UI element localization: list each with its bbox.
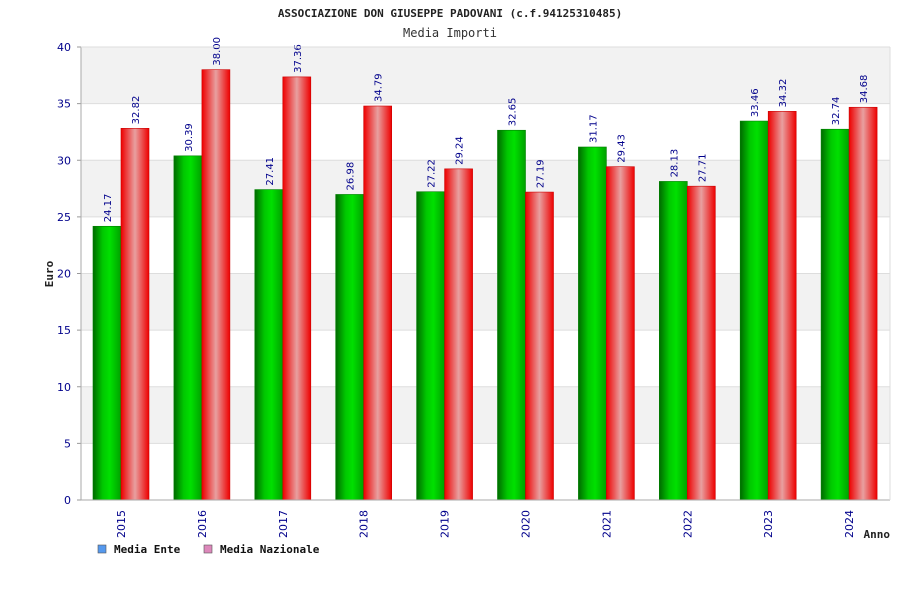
legend-swatch [97, 544, 107, 554]
bar-media-ente [254, 189, 284, 501]
data-label: 32.74 [831, 97, 842, 126]
data-label: 27.19 [536, 159, 547, 188]
data-label: 27.41 [265, 157, 276, 186]
bar-media-ente [820, 128, 850, 501]
bar-media-ente [739, 120, 769, 501]
x-tick-label: 2024 [843, 510, 856, 538]
data-label: 26.98 [346, 162, 357, 191]
bar-media-nazionale [363, 105, 393, 501]
data-label: 34.32 [778, 79, 789, 108]
data-label: 29.43 [616, 134, 627, 163]
y-tick-label: 30 [57, 154, 71, 167]
bar-media-nazionale [444, 168, 473, 501]
x-tick-label: 2023 [762, 510, 775, 538]
bar-media-nazionale [525, 191, 554, 501]
legend-label: Media Ente [114, 543, 181, 556]
bar-media-ente [173, 155, 203, 501]
y-axis-label: Euro [43, 260, 56, 287]
bar-media-nazionale [120, 128, 150, 501]
x-tick-label: 2017 [277, 510, 290, 538]
bar-media-nazionale [686, 185, 716, 501]
bar-media-ente [335, 194, 365, 501]
data-label: 31.17 [588, 114, 599, 143]
data-label: 30.39 [184, 123, 195, 152]
x-tick-label: 2021 [600, 510, 613, 538]
x-tick-label: 2018 [358, 510, 371, 538]
data-label: 34.79 [374, 73, 385, 102]
x-axis-label: Anno [864, 528, 891, 541]
x-tick-labels: 2015 2016 2017 2018 2019 2020 2021 2022 2023 2024 [115, 510, 856, 538]
legend-swatch [203, 544, 213, 554]
data-label: 34.68 [859, 75, 870, 104]
chart-subtitle: Media Importi [403, 26, 497, 40]
data-label: 38.00 [212, 37, 223, 66]
data-label: 27.71 [697, 154, 708, 183]
bar-media-ente [578, 146, 607, 501]
bar-media-ente [92, 225, 122, 501]
data-label: 32.65 [508, 98, 519, 127]
y-tick-labels: 0 5 10 15 20 25 30 35 40 [57, 41, 71, 507]
axes [80, 46, 891, 501]
bar-media-nazionale [606, 166, 635, 501]
bar-media-ente [658, 181, 688, 501]
bars-group: 24.17 32.82 30.39 38.00 27.41 37.36 26.98 34.79… [92, 37, 878, 501]
bar-media-nazionale [201, 69, 231, 501]
bar-media-ente [497, 129, 526, 501]
bar-media-ente [416, 191, 445, 501]
x-tick-label: 2015 [115, 510, 128, 538]
bar-media-nazionale [848, 106, 878, 501]
bar-media-nazionale [767, 111, 797, 501]
data-label: 37.36 [293, 44, 304, 73]
y-tick-label: 5 [64, 437, 71, 450]
data-label: 32.82 [131, 96, 142, 125]
bar-media-nazionale [282, 76, 312, 501]
y-tick-label: 10 [57, 381, 71, 394]
y-tick-label: 0 [64, 494, 71, 507]
data-label: 29.24 [455, 136, 466, 165]
x-tick-label: 2022 [681, 510, 694, 538]
y-tick-label: 35 [57, 98, 71, 111]
x-tick-label: 2019 [439, 510, 452, 538]
x-tick-label: 2020 [520, 510, 533, 538]
chart-title: ASSOCIAZIONE DON GIUSEPPE PADOVANI (c.f.… [278, 7, 622, 20]
y-tick-label: 40 [57, 41, 71, 54]
legend: Media Ente Media Nazionale [97, 543, 320, 556]
y-tick-label: 20 [57, 268, 71, 281]
y-tick-label: 15 [57, 324, 71, 337]
y-tick-label: 25 [57, 211, 71, 224]
legend-label: Media Nazionale [220, 543, 320, 556]
data-label: 33.46 [750, 88, 761, 117]
data-label: 27.22 [427, 159, 438, 188]
data-label: 24.17 [103, 194, 114, 223]
data-label: 28.13 [669, 149, 680, 178]
x-tick-label: 2016 [196, 510, 209, 538]
